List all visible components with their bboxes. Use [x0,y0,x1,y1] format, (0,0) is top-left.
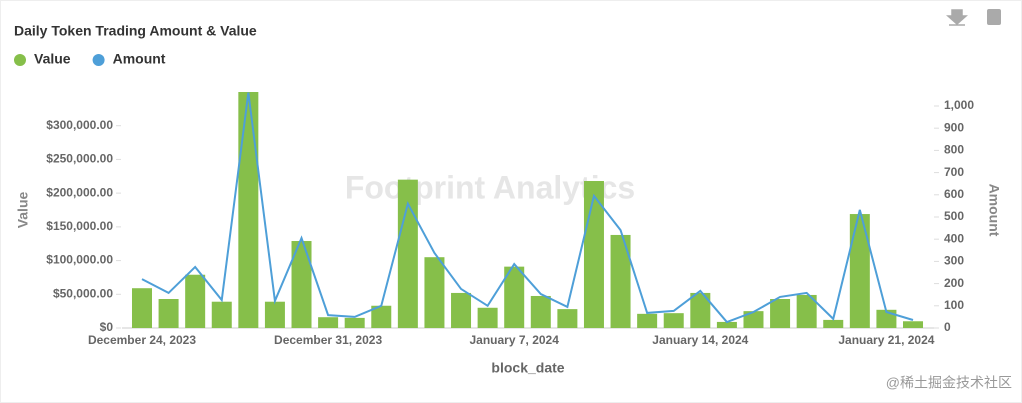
y2-tick-label: 800 [944,143,964,157]
y2-tick-label: 100 [944,298,964,312]
api-icon[interactable] [987,9,1001,25]
x-tick-label: January 14, 2024 [652,333,748,347]
download-icon[interactable] [946,9,968,26]
y2-tick-label: 900 [944,120,964,134]
bar [903,321,924,328]
bar [397,179,418,328]
bar [610,234,631,328]
bar [637,313,658,328]
y-tick-label: $300,000.00 [46,118,113,132]
y2-axis-title: Amount [986,184,1002,237]
y2-tick-label: 300 [944,254,964,268]
bar [716,321,737,328]
x-axis-title: block_date [491,360,564,376]
y-tick-label: $0 [100,320,114,334]
bar [344,317,365,328]
bar [238,92,259,328]
x-tick-label: December 24, 2023 [88,333,196,347]
x-tick-label: December 31, 2023 [274,333,382,347]
toolbar[interactable] [946,9,1001,26]
bar [530,295,551,328]
legend-label: Value [34,51,71,67]
y2-tick-label: 0 [944,320,951,334]
bar [663,313,684,328]
y2-tick-label: 200 [944,276,964,290]
y2-tick-label: 600 [944,187,964,201]
bar [477,307,498,328]
legend-swatch [92,54,105,66]
chart-title: Daily Token Trading Amount & Value [14,23,257,39]
bar [583,181,604,328]
bar [796,294,817,328]
y2-tick-label: 1,000 [944,98,974,112]
bar [371,305,392,328]
bar [770,299,791,328]
bar [451,292,472,328]
bar [557,309,578,328]
y-tick-label: $150,000.00 [46,219,113,233]
line [141,92,914,324]
x-tick-label: January 21, 2024 [838,333,934,347]
bar [318,317,339,328]
y-tick-label: $250,000.00 [46,152,113,166]
bar [504,266,525,328]
bar [264,301,285,328]
bar [158,299,179,328]
bar [690,292,711,328]
bar [743,311,764,328]
y2-tick-label: 500 [944,209,964,223]
y-axis-title: Value [15,192,31,229]
legend-label: Amount [113,51,166,67]
bar [211,301,232,328]
bar [185,274,206,328]
y-tick-label: $100,000.00 [46,253,113,267]
bar [131,288,152,328]
x-tick-label: January 7, 2024 [470,333,560,347]
legend-swatch [14,54,26,66]
bar [849,214,870,328]
y2-tick-label: 700 [944,165,964,179]
bar [291,241,312,328]
bar [823,319,844,328]
y-tick-label: $50,000.00 [53,286,113,300]
y-tick-label: $200,000.00 [46,185,113,199]
y2-tick-label: 400 [944,231,964,245]
bar [424,257,445,328]
credit: @稀土掘金技术社区 [886,375,1012,391]
